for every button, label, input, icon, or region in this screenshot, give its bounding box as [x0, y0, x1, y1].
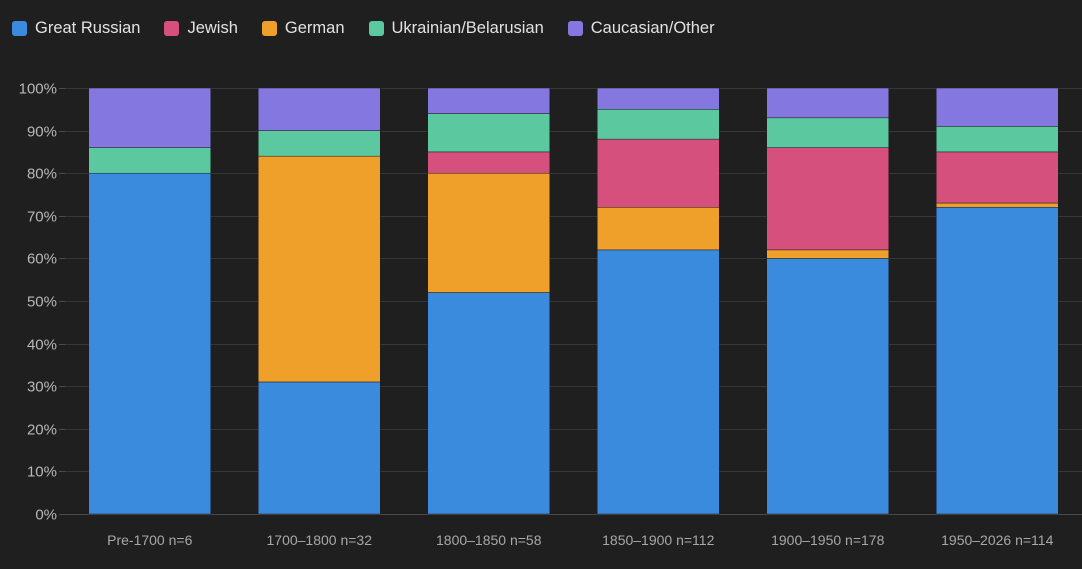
bar-segment-ukrainian-belarusian[interactable]: [427, 113, 550, 153]
bar-segment-german[interactable]: [936, 202, 1059, 208]
legend-item-jewish[interactable]: Jewish: [164, 18, 238, 38]
y-tick-label: 60%: [27, 251, 57, 268]
bars: [88, 87, 1059, 515]
bar-segment-german[interactable]: [427, 172, 550, 293]
bar-segment-great-russian[interactable]: [936, 207, 1059, 515]
legend-item-german[interactable]: German: [261, 18, 345, 38]
bar-segment-german[interactable]: [258, 155, 381, 383]
bar-segment-great-russian[interactable]: [258, 381, 381, 515]
x-axis-ticks: Pre-1700 n=6 1700–1800 n=32 1800–1850 n=58…: [107, 532, 1053, 548]
bar-segment-jewish[interactable]: [597, 138, 720, 208]
bar-segment-jewish[interactable]: [427, 151, 550, 174]
y-tick-label: 70%: [27, 209, 57, 226]
y-tick-label: 10%: [27, 464, 57, 481]
y-tick-label: 90%: [27, 124, 57, 141]
legend-item-ukrainian-belarusian[interactable]: Ukrainian/Belarusian: [368, 18, 544, 38]
bar-segment-great-russian[interactable]: [597, 249, 720, 515]
legend-swatch-great-russian: [12, 20, 27, 36]
bar-segment-ukrainian-belarusian[interactable]: [766, 117, 889, 148]
y-tick-label: 40%: [27, 337, 57, 354]
x-tick-label: 1900–1950 n=178: [771, 532, 884, 548]
legend-label-jewish: Jewish: [187, 18, 238, 37]
legend-label-caucasian-other: Caucasian/Other: [590, 18, 715, 37]
legend-swatch-ukrainian-belarusian: [368, 20, 384, 36]
gridlines: [59, 88, 1082, 515]
x-tick-label: 1800–1850 n=58: [436, 532, 542, 548]
bar-segment-ukrainian-belarusian[interactable]: [936, 126, 1059, 153]
bar-segment-german[interactable]: [766, 249, 889, 259]
bar-segment-caucasian-other[interactable]: [936, 87, 1059, 127]
y-tick-label: 0%: [35, 507, 57, 524]
x-tick-label: 1850–1900 n=112: [602, 532, 714, 548]
legend-swatch-jewish: [164, 20, 180, 36]
y-tick-label: 30%: [27, 379, 57, 396]
x-tick-label: 1950–2026 n=114: [941, 532, 1053, 548]
bar-segment-ukrainian-belarusian[interactable]: [88, 147, 211, 174]
legend-item-great-russian[interactable]: Great Russian: [12, 19, 140, 38]
bar-segment-caucasian-other[interactable]: [258, 87, 381, 131]
bar-segment-caucasian-other[interactable]: [766, 87, 889, 119]
legend-label-great-russian: Great Russian: [35, 18, 141, 37]
chart-legend: Great Russian Jewish German Ukrainian/Be…: [12, 16, 739, 40]
bar-segment-german[interactable]: [597, 207, 720, 251]
legend-swatch-caucasian-other: [567, 20, 583, 36]
legend-item-caucasian-other[interactable]: Caucasian/Other: [567, 18, 715, 38]
bar-segment-jewish[interactable]: [936, 151, 1059, 204]
y-tick-label: 20%: [27, 422, 57, 439]
y-tick-label: 50%: [27, 294, 57, 311]
bar-segment-caucasian-other[interactable]: [88, 87, 211, 148]
x-tick-label: 1700–1800 n=32: [267, 532, 373, 548]
x-tick-label: Pre-1700 n=6: [107, 532, 192, 548]
bar-segment-great-russian[interactable]: [766, 258, 889, 515]
bar-segment-caucasian-other[interactable]: [427, 87, 550, 114]
y-tick-label: 80%: [27, 166, 57, 183]
bar-segment-jewish[interactable]: [766, 147, 889, 251]
bar-segment-caucasian-other[interactable]: [597, 87, 720, 110]
bar-segment-ukrainian-belarusian[interactable]: [258, 130, 381, 157]
bar-segment-ukrainian-belarusian[interactable]: [597, 109, 720, 140]
bar-segment-great-russian[interactable]: [88, 172, 211, 515]
bar-segment-great-russian[interactable]: [427, 292, 550, 515]
y-tick-label: 100%: [19, 81, 57, 98]
legend-swatch-german: [261, 20, 277, 36]
legend-label-ukrainian-belarusian: Ukrainian/Belarusian: [391, 18, 544, 37]
y-axis-ticks: 0% 10% 20% 30% 40% 50% 60% 70% 80% 90% 100%: [19, 81, 57, 524]
legend-label-german: German: [284, 18, 345, 37]
